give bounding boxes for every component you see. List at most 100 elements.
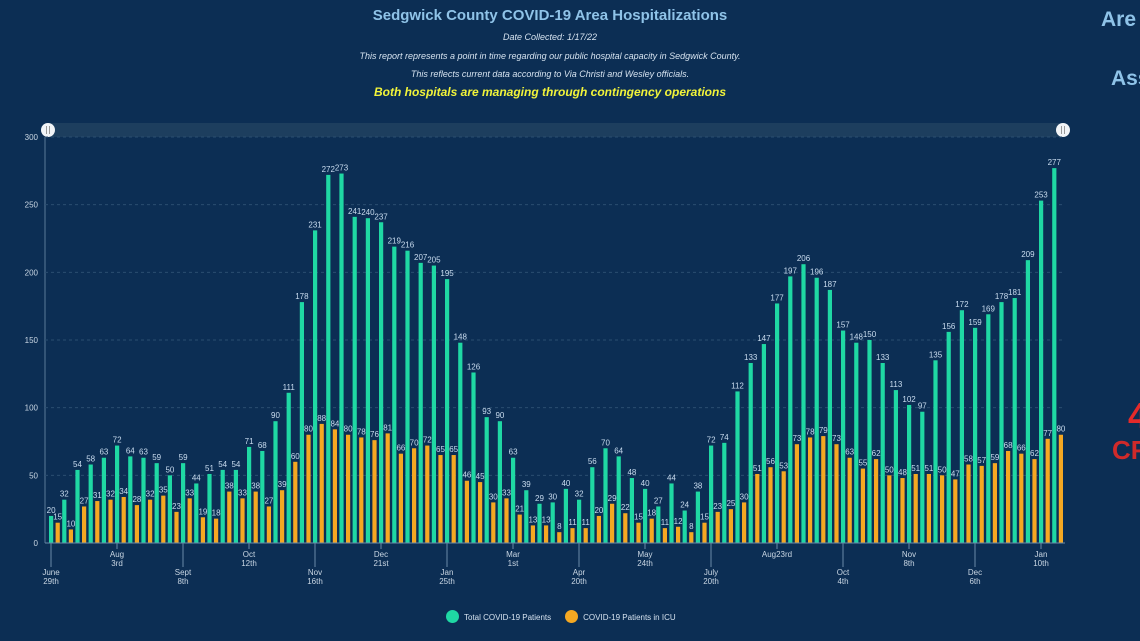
bar-total[interactable] bbox=[788, 276, 793, 543]
bar-total[interactable] bbox=[722, 442, 727, 543]
bar-total[interactable] bbox=[273, 421, 278, 543]
range-slider-track[interactable] bbox=[45, 123, 1065, 137]
bar-total[interactable] bbox=[365, 218, 370, 543]
bar-total[interactable] bbox=[682, 510, 687, 543]
bar-icu[interactable] bbox=[148, 499, 153, 543]
bar-total[interactable] bbox=[458, 342, 463, 543]
bar-total[interactable] bbox=[775, 303, 780, 543]
bar-icu[interactable] bbox=[874, 459, 879, 543]
bar-icu[interactable] bbox=[425, 445, 430, 543]
bar-icu[interactable] bbox=[794, 444, 799, 543]
bar-icu[interactable] bbox=[517, 514, 522, 543]
bar-icu[interactable] bbox=[781, 471, 786, 543]
bar-total[interactable] bbox=[933, 360, 938, 543]
bar-icu[interactable] bbox=[82, 506, 87, 543]
bar-icu[interactable] bbox=[266, 506, 271, 543]
bar-icu[interactable] bbox=[544, 525, 549, 543]
bar-total[interactable] bbox=[379, 222, 384, 543]
bar-icu[interactable] bbox=[438, 455, 443, 543]
bar-icu[interactable] bbox=[1058, 434, 1063, 543]
bar-icu[interactable] bbox=[966, 464, 971, 543]
bar-total[interactable] bbox=[233, 469, 238, 543]
bar-icu[interactable] bbox=[280, 490, 285, 543]
bar-icu[interactable] bbox=[319, 423, 324, 543]
bar-icu[interactable] bbox=[768, 467, 773, 543]
bar-total[interactable] bbox=[497, 421, 502, 543]
bar-icu[interactable] bbox=[1032, 459, 1037, 543]
bar-icu[interactable] bbox=[121, 496, 126, 543]
bar-total[interactable] bbox=[946, 331, 951, 543]
bar-icu[interactable] bbox=[240, 498, 245, 543]
bar-total[interactable] bbox=[352, 216, 357, 543]
bar-icu[interactable] bbox=[913, 473, 918, 543]
bar-total[interactable] bbox=[1012, 298, 1017, 543]
bar-total[interactable] bbox=[511, 457, 516, 543]
bar-icu[interactable] bbox=[847, 457, 852, 543]
bar-icu[interactable] bbox=[174, 511, 179, 543]
bar-icu[interactable] bbox=[478, 482, 483, 543]
bar-total[interactable] bbox=[326, 174, 331, 544]
bar-total[interactable] bbox=[854, 342, 859, 543]
bar-icu[interactable] bbox=[306, 434, 311, 543]
bar-icu[interactable] bbox=[332, 429, 337, 543]
bar-total[interactable] bbox=[867, 340, 872, 543]
bar-total[interactable] bbox=[141, 457, 146, 543]
bar-total[interactable] bbox=[1025, 260, 1030, 543]
bar-icu[interactable] bbox=[253, 491, 258, 543]
bar-icu[interactable] bbox=[583, 528, 588, 543]
bar-total[interactable] bbox=[1052, 168, 1057, 544]
legend-item-total[interactable]: Total COVID-19 Patients bbox=[446, 610, 551, 623]
bar-total[interactable] bbox=[115, 445, 120, 543]
bar-total[interactable] bbox=[841, 330, 846, 543]
bar-icu[interactable] bbox=[161, 495, 166, 543]
bar-icu[interactable] bbox=[676, 526, 681, 543]
bar-icu[interactable] bbox=[860, 468, 865, 543]
bar-icu[interactable] bbox=[834, 444, 839, 543]
bar-total[interactable] bbox=[62, 499, 67, 543]
bar-total[interactable] bbox=[880, 363, 885, 543]
bar-icu[interactable] bbox=[649, 518, 654, 543]
bar-total[interactable] bbox=[49, 515, 54, 543]
bar-icu[interactable] bbox=[900, 478, 905, 543]
bar-total[interactable] bbox=[471, 372, 476, 543]
bar-icu[interactable] bbox=[55, 522, 60, 543]
bar-icu[interactable] bbox=[1045, 438, 1050, 543]
bar-icu[interactable] bbox=[134, 505, 139, 543]
bar-icu[interactable] bbox=[689, 532, 694, 543]
bar-icu[interactable] bbox=[491, 502, 496, 543]
bar-total[interactable] bbox=[695, 491, 700, 543]
bar-icu[interactable] bbox=[953, 479, 958, 543]
bar-total[interactable] bbox=[537, 503, 542, 543]
bar-total[interactable] bbox=[247, 446, 252, 543]
bar-total[interactable] bbox=[603, 448, 608, 543]
bar-total[interactable] bbox=[392, 246, 397, 543]
bar-icu[interactable] bbox=[596, 515, 601, 543]
bar-total[interactable] bbox=[893, 390, 898, 543]
bar-total[interactable] bbox=[207, 473, 212, 543]
bar-total[interactable] bbox=[577, 499, 582, 543]
bar-icu[interactable] bbox=[623, 513, 628, 543]
range-slider-right-handle[interactable] bbox=[1056, 123, 1070, 137]
bar-total[interactable] bbox=[88, 464, 93, 543]
bar-total[interactable] bbox=[154, 463, 159, 543]
bar-icu[interactable] bbox=[504, 498, 509, 543]
bar-icu[interactable] bbox=[926, 473, 931, 543]
bar-icu[interactable] bbox=[214, 518, 219, 543]
bar-icu[interactable] bbox=[293, 461, 298, 543]
bar-total[interactable] bbox=[999, 302, 1004, 543]
bar-icu[interactable] bbox=[821, 436, 826, 543]
bar-icu[interactable] bbox=[464, 480, 469, 543]
bar-icu[interactable] bbox=[200, 517, 205, 543]
bar-icu[interactable] bbox=[702, 522, 707, 543]
bar-total[interactable] bbox=[286, 392, 291, 543]
bar-icu[interactable] bbox=[808, 437, 813, 543]
bar-total[interactable] bbox=[669, 483, 674, 543]
bar-icu[interactable] bbox=[385, 433, 390, 543]
bar-icu[interactable] bbox=[187, 498, 192, 543]
legend-item-icu[interactable]: COVID-19 Patients in ICU bbox=[565, 610, 678, 623]
bar-total[interactable] bbox=[405, 250, 410, 543]
bar-total[interactable] bbox=[181, 463, 186, 543]
bar-total[interactable] bbox=[959, 310, 964, 543]
bar-total[interactable] bbox=[194, 483, 199, 543]
bar-icu[interactable] bbox=[610, 503, 615, 543]
